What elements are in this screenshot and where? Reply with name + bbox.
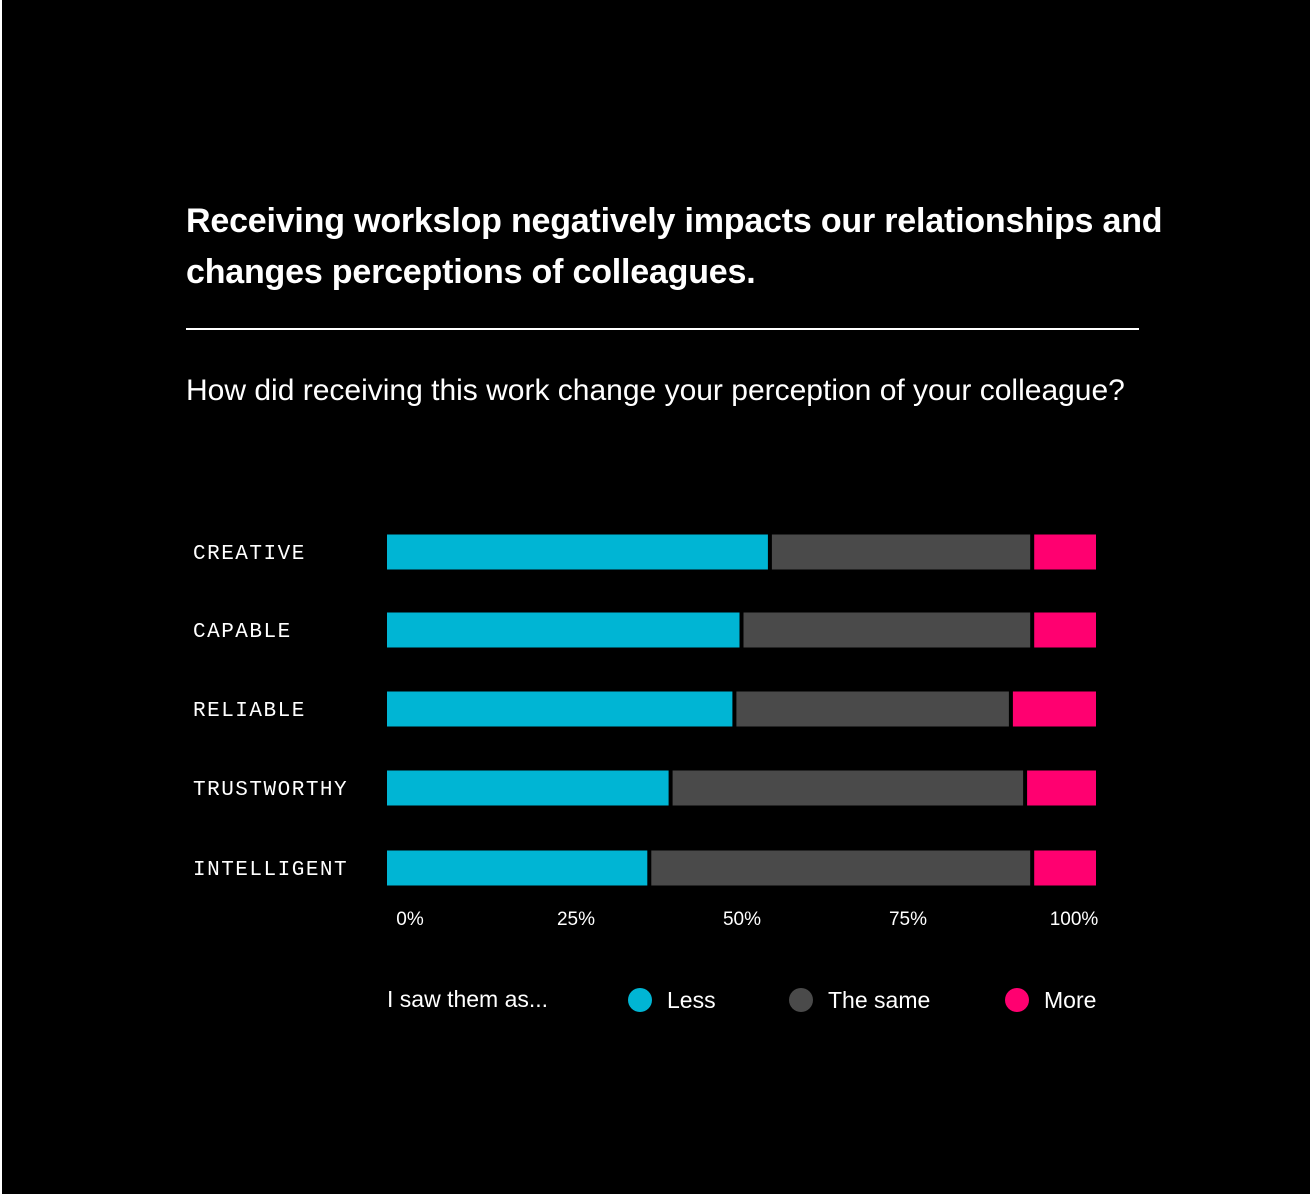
category-label-reliable: RELIABLE [193,700,306,723]
legend-swatch-less [628,988,652,1012]
category-label-intelligent: INTELLIGENT [193,859,348,882]
bar-intelligent-more [1034,850,1096,886]
legend: I saw them as... Less The same More [387,982,1107,1018]
category-label-creative: CREATIVE [193,543,306,566]
bar-capable-same [743,612,1031,648]
legend-title: I saw them as... [387,986,549,1012]
category-label-trustworthy: TRUSTWORTHY [193,779,348,802]
bar-creative-more [1034,534,1096,570]
x-tick-label: 50% [723,909,761,930]
bar-capable-more [1034,612,1096,648]
title-divider [186,328,1139,330]
category-label-capable: CAPABLE [193,621,292,644]
x-tick-label: 100% [1050,909,1099,930]
legend-swatch-same [789,988,813,1012]
bar-trustworthy-same [672,770,1024,806]
x-tick-label: 75% [889,909,927,930]
bar-capable-less [387,612,740,648]
legend-item-more: More [1005,982,1096,1018]
x-tick-label: 0% [396,909,424,930]
bar-creative-same [771,534,1031,570]
bar-reliable-less [387,691,733,727]
bar-trustworthy-more [1027,770,1096,806]
chart-title: Receiving workslop negatively impacts ou… [186,202,1163,291]
legend-item-same: The same [789,982,930,1018]
legend-label-more: More [1044,986,1097,1013]
bar-creative-less [387,534,768,570]
bar-reliable-same [736,691,1009,727]
bar-intelligent-same [651,850,1031,886]
legend-label-same: The same [828,986,931,1013]
bar-intelligent-less [387,850,648,886]
bar-reliable-more [1012,691,1096,727]
legend-swatch-more [1005,988,1029,1012]
legend-label-less: Less [667,986,716,1013]
legend-item-less: Less [628,982,716,1018]
x-tick-label: 25% [557,909,595,930]
bar-trustworthy-less [387,770,669,806]
chart-question: How did receiving this work change your … [186,374,1125,407]
